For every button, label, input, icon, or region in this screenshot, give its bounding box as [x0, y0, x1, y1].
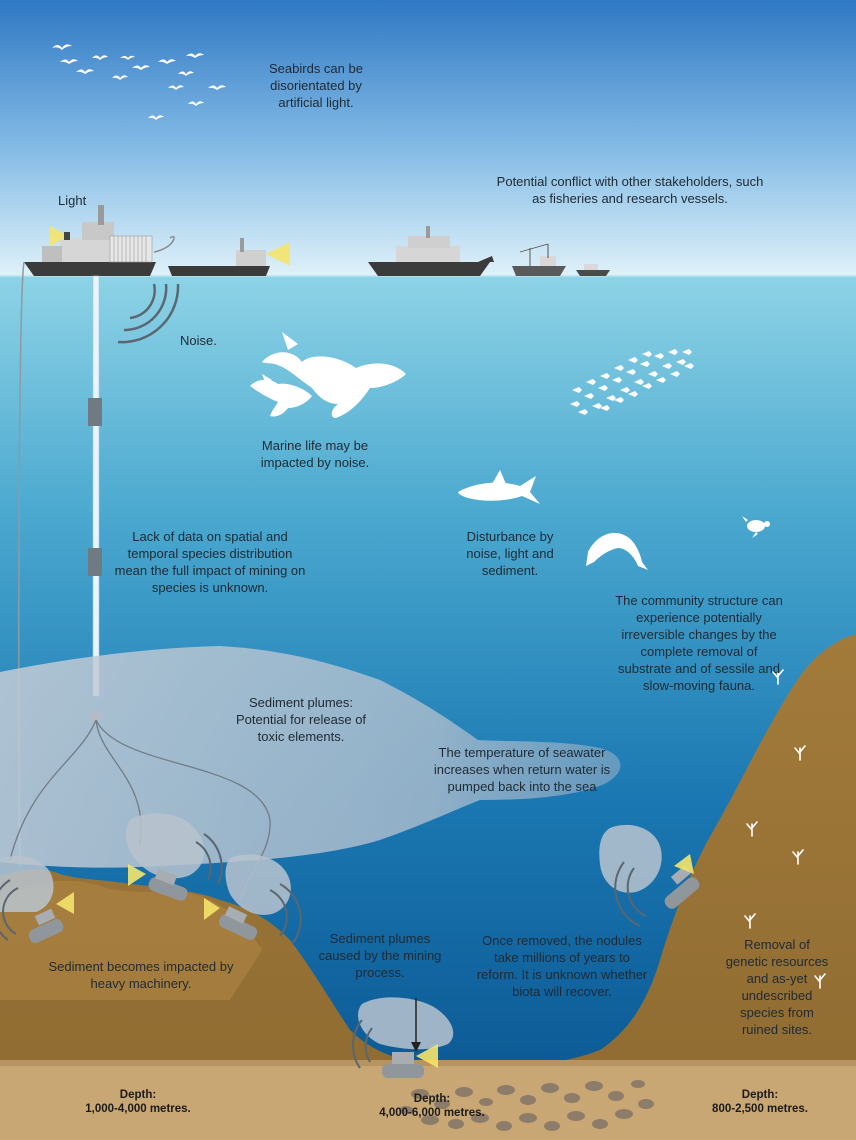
- noise-arcs-icon: [117, 283, 180, 344]
- seabed: [0, 634, 856, 1140]
- seabed-hill-left: [0, 880, 262, 1000]
- depth-label-center: Depth: 4,000-6,000 metres.: [352, 1092, 512, 1120]
- depth-range: 1,000-4,000 metres.: [85, 1103, 191, 1115]
- dolphin-icon: [586, 532, 648, 570]
- riser-pump-2: [88, 548, 102, 576]
- genetic-resources-label: Removal of genetic resources and as-yet …: [725, 937, 829, 1037]
- depth-range: 800-2,500 metres.: [712, 1103, 808, 1115]
- research-vessel-icon: [368, 226, 494, 276]
- seabirds-label: Seabirds can be disorientated by artific…: [269, 61, 363, 110]
- tender-ship-icon: [168, 238, 290, 276]
- sediment-plume: [0, 646, 621, 868]
- whale-icon: [262, 332, 406, 418]
- fishing-boat-icon: [512, 243, 566, 276]
- mining-vehicle-icon: [204, 883, 302, 945]
- noise-label: Noise.: [180, 333, 217, 348]
- depth-range: 4,000-6,000 metres.: [379, 1107, 485, 1119]
- seabird-flock-icon: [52, 44, 226, 120]
- mining-ship-icon: [24, 205, 175, 276]
- machine-plumes: [0, 813, 662, 1050]
- stakeholder-conflict-label: Potential conflict with other stakeholde…: [496, 174, 764, 206]
- sediment-impacted-label: Sediment becomes impacted by heavy machi…: [48, 959, 234, 991]
- coral-icons: [744, 669, 826, 989]
- sediment-plumes-mining-label: Sediment plumes caused by the mining pro…: [318, 931, 442, 980]
- community-structure-label: The community structure can experience p…: [615, 593, 783, 693]
- shark-icon: [458, 470, 540, 504]
- depth-title: Depth:: [119, 1089, 157, 1101]
- depth-label-left: Depth: 1,000-4,000 metres.: [58, 1088, 218, 1116]
- sediment-layer: [0, 1060, 856, 1140]
- fish-school-icon: [570, 349, 694, 415]
- small-boat-icon: [576, 264, 610, 276]
- nodules-label: Once removed, the nodules take millions …: [476, 933, 648, 999]
- depth-title: Depth:: [741, 1089, 779, 1101]
- light-label: Light: [58, 193, 87, 208]
- disturbance-label: Disturbance by noise, light and sediment…: [466, 529, 554, 578]
- marine-life-label: Marine life may be impacted by noise.: [260, 438, 370, 470]
- temperature-label: The temperature of seawater increases wh…: [433, 745, 611, 794]
- riser-pump-1: [88, 398, 102, 426]
- mining-vehicle-icon: [0, 879, 74, 943]
- turtle-icon: [742, 516, 770, 538]
- nodules: [399, 1080, 654, 1131]
- lack-of-data-label: Lack of data on spatial and temporal spe…: [114, 529, 306, 595]
- sediment-layer-dark: [0, 1060, 856, 1066]
- depth-title: Depth:: [413, 1093, 451, 1105]
- mining-vehicle-icon: [351, 998, 438, 1078]
- riser-pipe: [92, 275, 100, 697]
- sediment-plumes-toxic-label: Sediment plumes: Potential for release o…: [235, 695, 367, 744]
- whale-calf-icon: [250, 374, 312, 417]
- mining-vehicle-icon: [128, 833, 223, 901]
- mining-vehicle-icon: [614, 854, 700, 927]
- depth-label-right: Depth: 800-2,500 metres.: [680, 1088, 840, 1116]
